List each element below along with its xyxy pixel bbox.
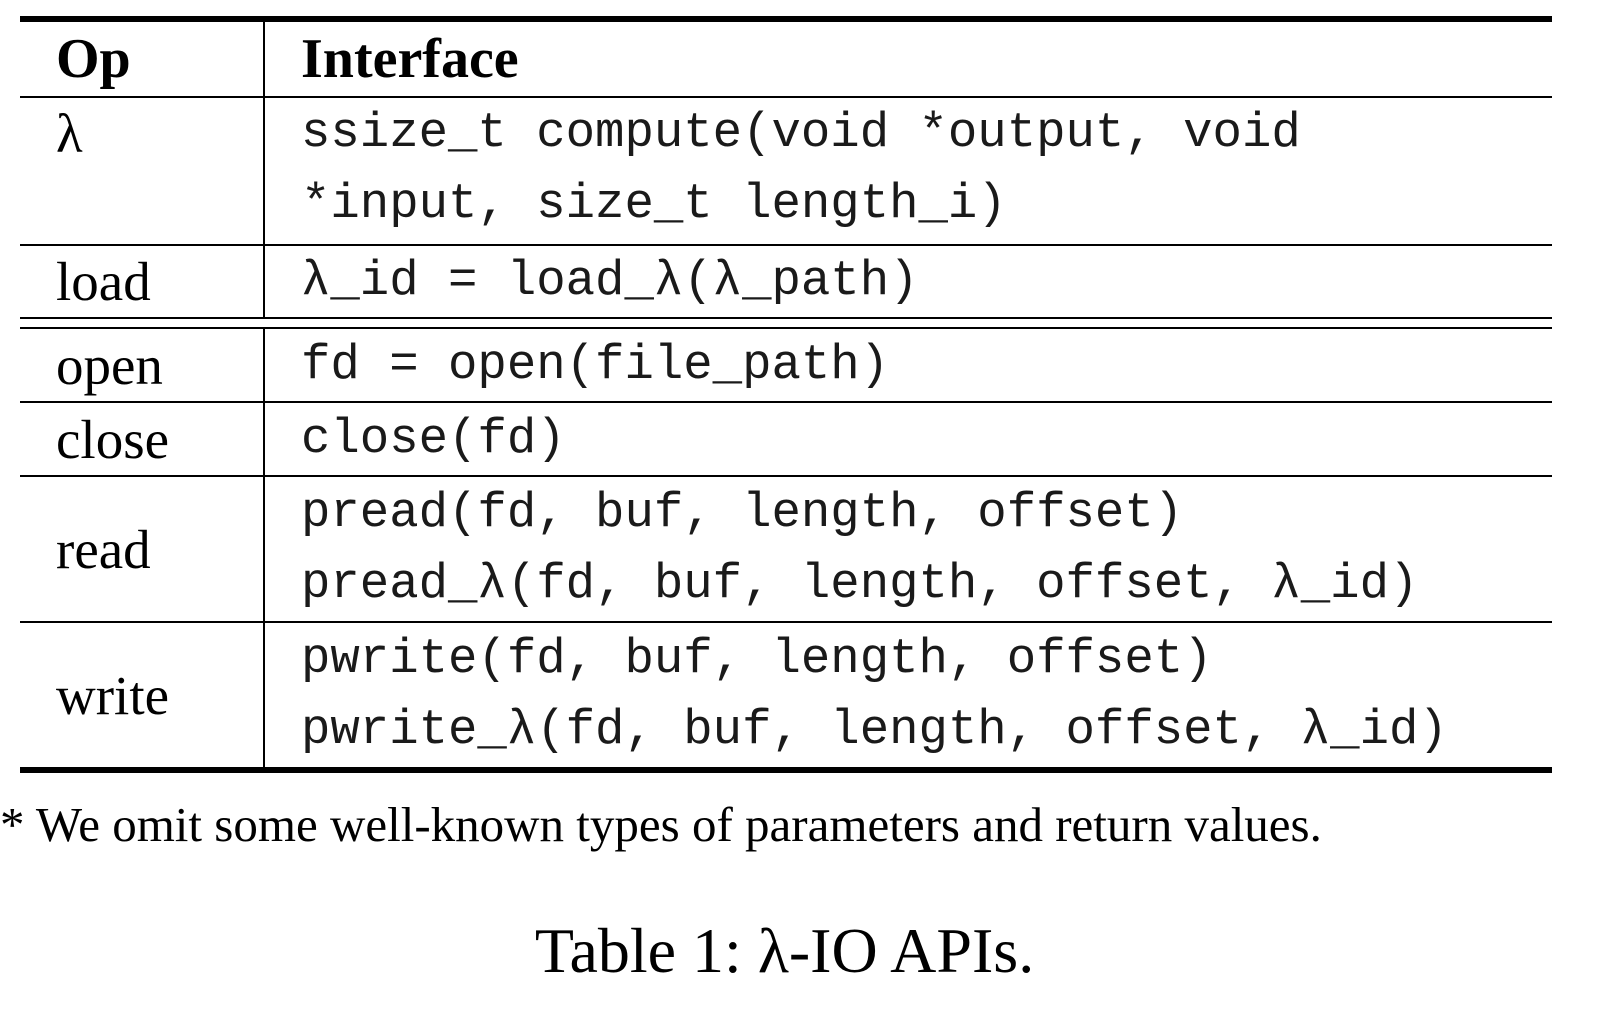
table-caption: Table 1: λ-IO APIs.: [534, 915, 1035, 986]
table-row: load λ_id = load_λ(λ_path): [20, 245, 1552, 318]
op-cell: λ: [20, 97, 265, 245]
interface-cell: λ_id = load_λ(λ_path): [264, 245, 1552, 318]
interface-line: pread_λ(fd, buf, length, offset, λ_id): [301, 556, 1419, 612]
op-cell: load: [20, 245, 265, 318]
op-cell: read: [20, 476, 265, 622]
op-cell: close: [20, 402, 265, 476]
header-row: Op Interface: [20, 19, 1552, 97]
double-rule-spacer: [20, 318, 1552, 328]
api-table: Op Interface λ ssize_t compute(void *out…: [20, 16, 1552, 773]
interface-line: pread(fd, buf, length, offset): [301, 485, 1184, 541]
table-row: λ ssize_t compute(void *output, void *in…: [20, 97, 1552, 245]
interface-line: fd = open(file_path): [301, 336, 890, 393]
interface-cell: close(fd): [264, 402, 1552, 476]
header-interface: Interface: [301, 28, 519, 90]
interface-line: λ_id = load_λ(λ_path): [301, 253, 919, 309]
interface-cell: pwrite(fd, buf, length, offset) pwrite_λ…: [264, 622, 1552, 770]
interface-line: pwrite(fd, buf, length, offset): [301, 631, 1213, 687]
table-row: read pread(fd, buf, length, offset) prea…: [20, 476, 1552, 622]
header-op: Op: [20, 19, 265, 97]
interface-line: ssize_t compute(void *output, void: [301, 105, 1301, 161]
op-cell: write: [20, 622, 265, 770]
interface-line: close(fd): [301, 410, 566, 467]
interface-line: *input, size_t length_i): [301, 176, 1007, 232]
interface-cell: ssize_t compute(void *output, void *inpu…: [264, 97, 1552, 245]
interface-cell: pread(fd, buf, length, offset) pread_λ(f…: [264, 476, 1552, 622]
api-table-container: Op Interface λ ssize_t compute(void *out…: [20, 16, 1552, 773]
table-row: close close(fd): [20, 402, 1552, 476]
table-row: open fd = open(file_path): [20, 328, 1552, 402]
interface-line: pwrite_λ(fd, buf, length, offset, λ_id): [301, 702, 1448, 758]
table-row: write pwrite(fd, buf, length, offset) pw…: [20, 622, 1552, 770]
op-cell: open: [20, 328, 265, 402]
interface-cell: fd = open(file_path): [264, 328, 1552, 402]
table-footnote: * We omit some well-known types of param…: [0, 797, 1322, 852]
